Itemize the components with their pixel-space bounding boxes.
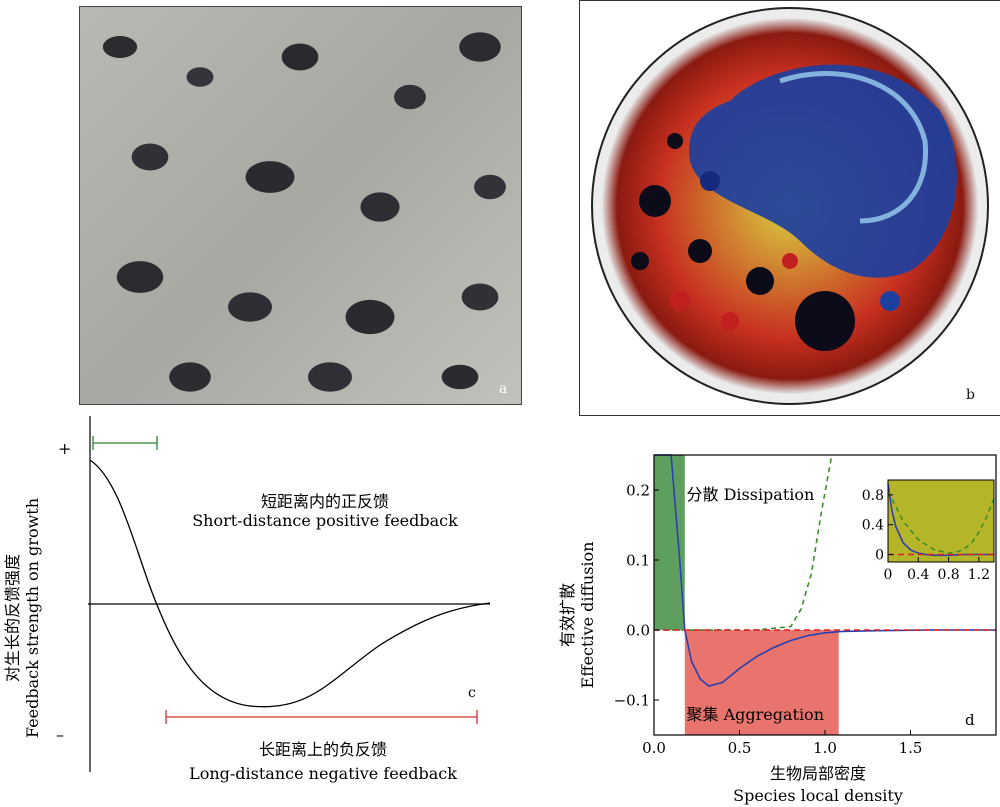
panel-letter-a: a <box>499 381 508 397</box>
panel-letter-b: b <box>966 387 975 403</box>
positive-feedback-en: Short-distance positive feedback <box>192 511 458 530</box>
schematic-ylabel-cn: 对生长的反馈强度 <box>3 554 22 682</box>
plus-label: + <box>58 439 71 458</box>
dashed-curve <box>654 454 833 631</box>
chart-xlabel-en: Species local density <box>733 786 903 805</box>
inset-x-tick-label: 1.2 <box>968 567 990 583</box>
y-tick-label: −0.1 <box>614 691 650 709</box>
petri-dish-photo: b <box>579 0 1000 416</box>
y-tick-label: 0.0 <box>626 621 650 639</box>
inset-frame <box>887 479 995 563</box>
petri-dish-illustration <box>591 7 989 405</box>
x-tick-label: 1.5 <box>899 739 923 757</box>
feedback-curve <box>89 459 491 708</box>
dissipation-region <box>654 455 685 630</box>
panel-letter-d: d <box>965 711 975 729</box>
x-tick-label: 0.5 <box>728 739 752 757</box>
schematic-ylabel-en: Feedback strength on growth <box>23 498 42 738</box>
feedback-schematic: + – 短距离内的正反馈 Short-distance positive fee… <box>3 416 491 783</box>
density-curve <box>654 454 996 687</box>
inset-background <box>888 480 994 562</box>
dissipation-label: 分散 Dissipation <box>686 485 814 504</box>
aggregation-label: 聚集 Aggregation <box>686 705 824 724</box>
effective-diffusion-chart: 0.0 0.5 1.0 1.5 −0.1 0.0 0.1 0.2 分散 Dissipation… <box>558 454 997 805</box>
minus-label: – <box>56 725 64 744</box>
panel-letter-c: c <box>468 685 476 701</box>
positive-range-bracket <box>92 436 158 450</box>
y-tick-label: 0.2 <box>626 481 650 499</box>
y-tick-label: 0.1 <box>626 551 650 569</box>
chart-xlabel-cn: 生物局部密度 <box>770 764 866 783</box>
mussel-bed-photo: a <box>79 6 522 405</box>
aggregation-region <box>684 630 839 735</box>
x-tick-label: 1.0 <box>813 739 837 757</box>
chart-ylabel-en: Effective diffusion <box>578 542 597 689</box>
negative-feedback-cn: 长距离上的负反馈 <box>259 740 387 759</box>
chart-ylabel-cn: 有效扩散 <box>558 583 577 647</box>
negative-range-bracket <box>165 710 478 724</box>
inset-x-tick-label: 0 <box>884 567 893 583</box>
negative-feedback-en: Long-distance negative feedback <box>189 764 457 783</box>
inset-x-tick-label: 0.8 <box>937 567 959 583</box>
inset-x-tick-label: 0.4 <box>907 567 929 583</box>
positive-feedback-cn: 短距离内的正反馈 <box>261 492 389 511</box>
x-tick-label: 0.0 <box>642 739 666 757</box>
inset-dashed-curve <box>887 490 995 554</box>
inset-y-tick-label: 0 <box>875 547 884 563</box>
inset-y-tick-label: 0.8 <box>862 488 884 504</box>
inset-y-tick-label: 0.4 <box>862 518 884 534</box>
